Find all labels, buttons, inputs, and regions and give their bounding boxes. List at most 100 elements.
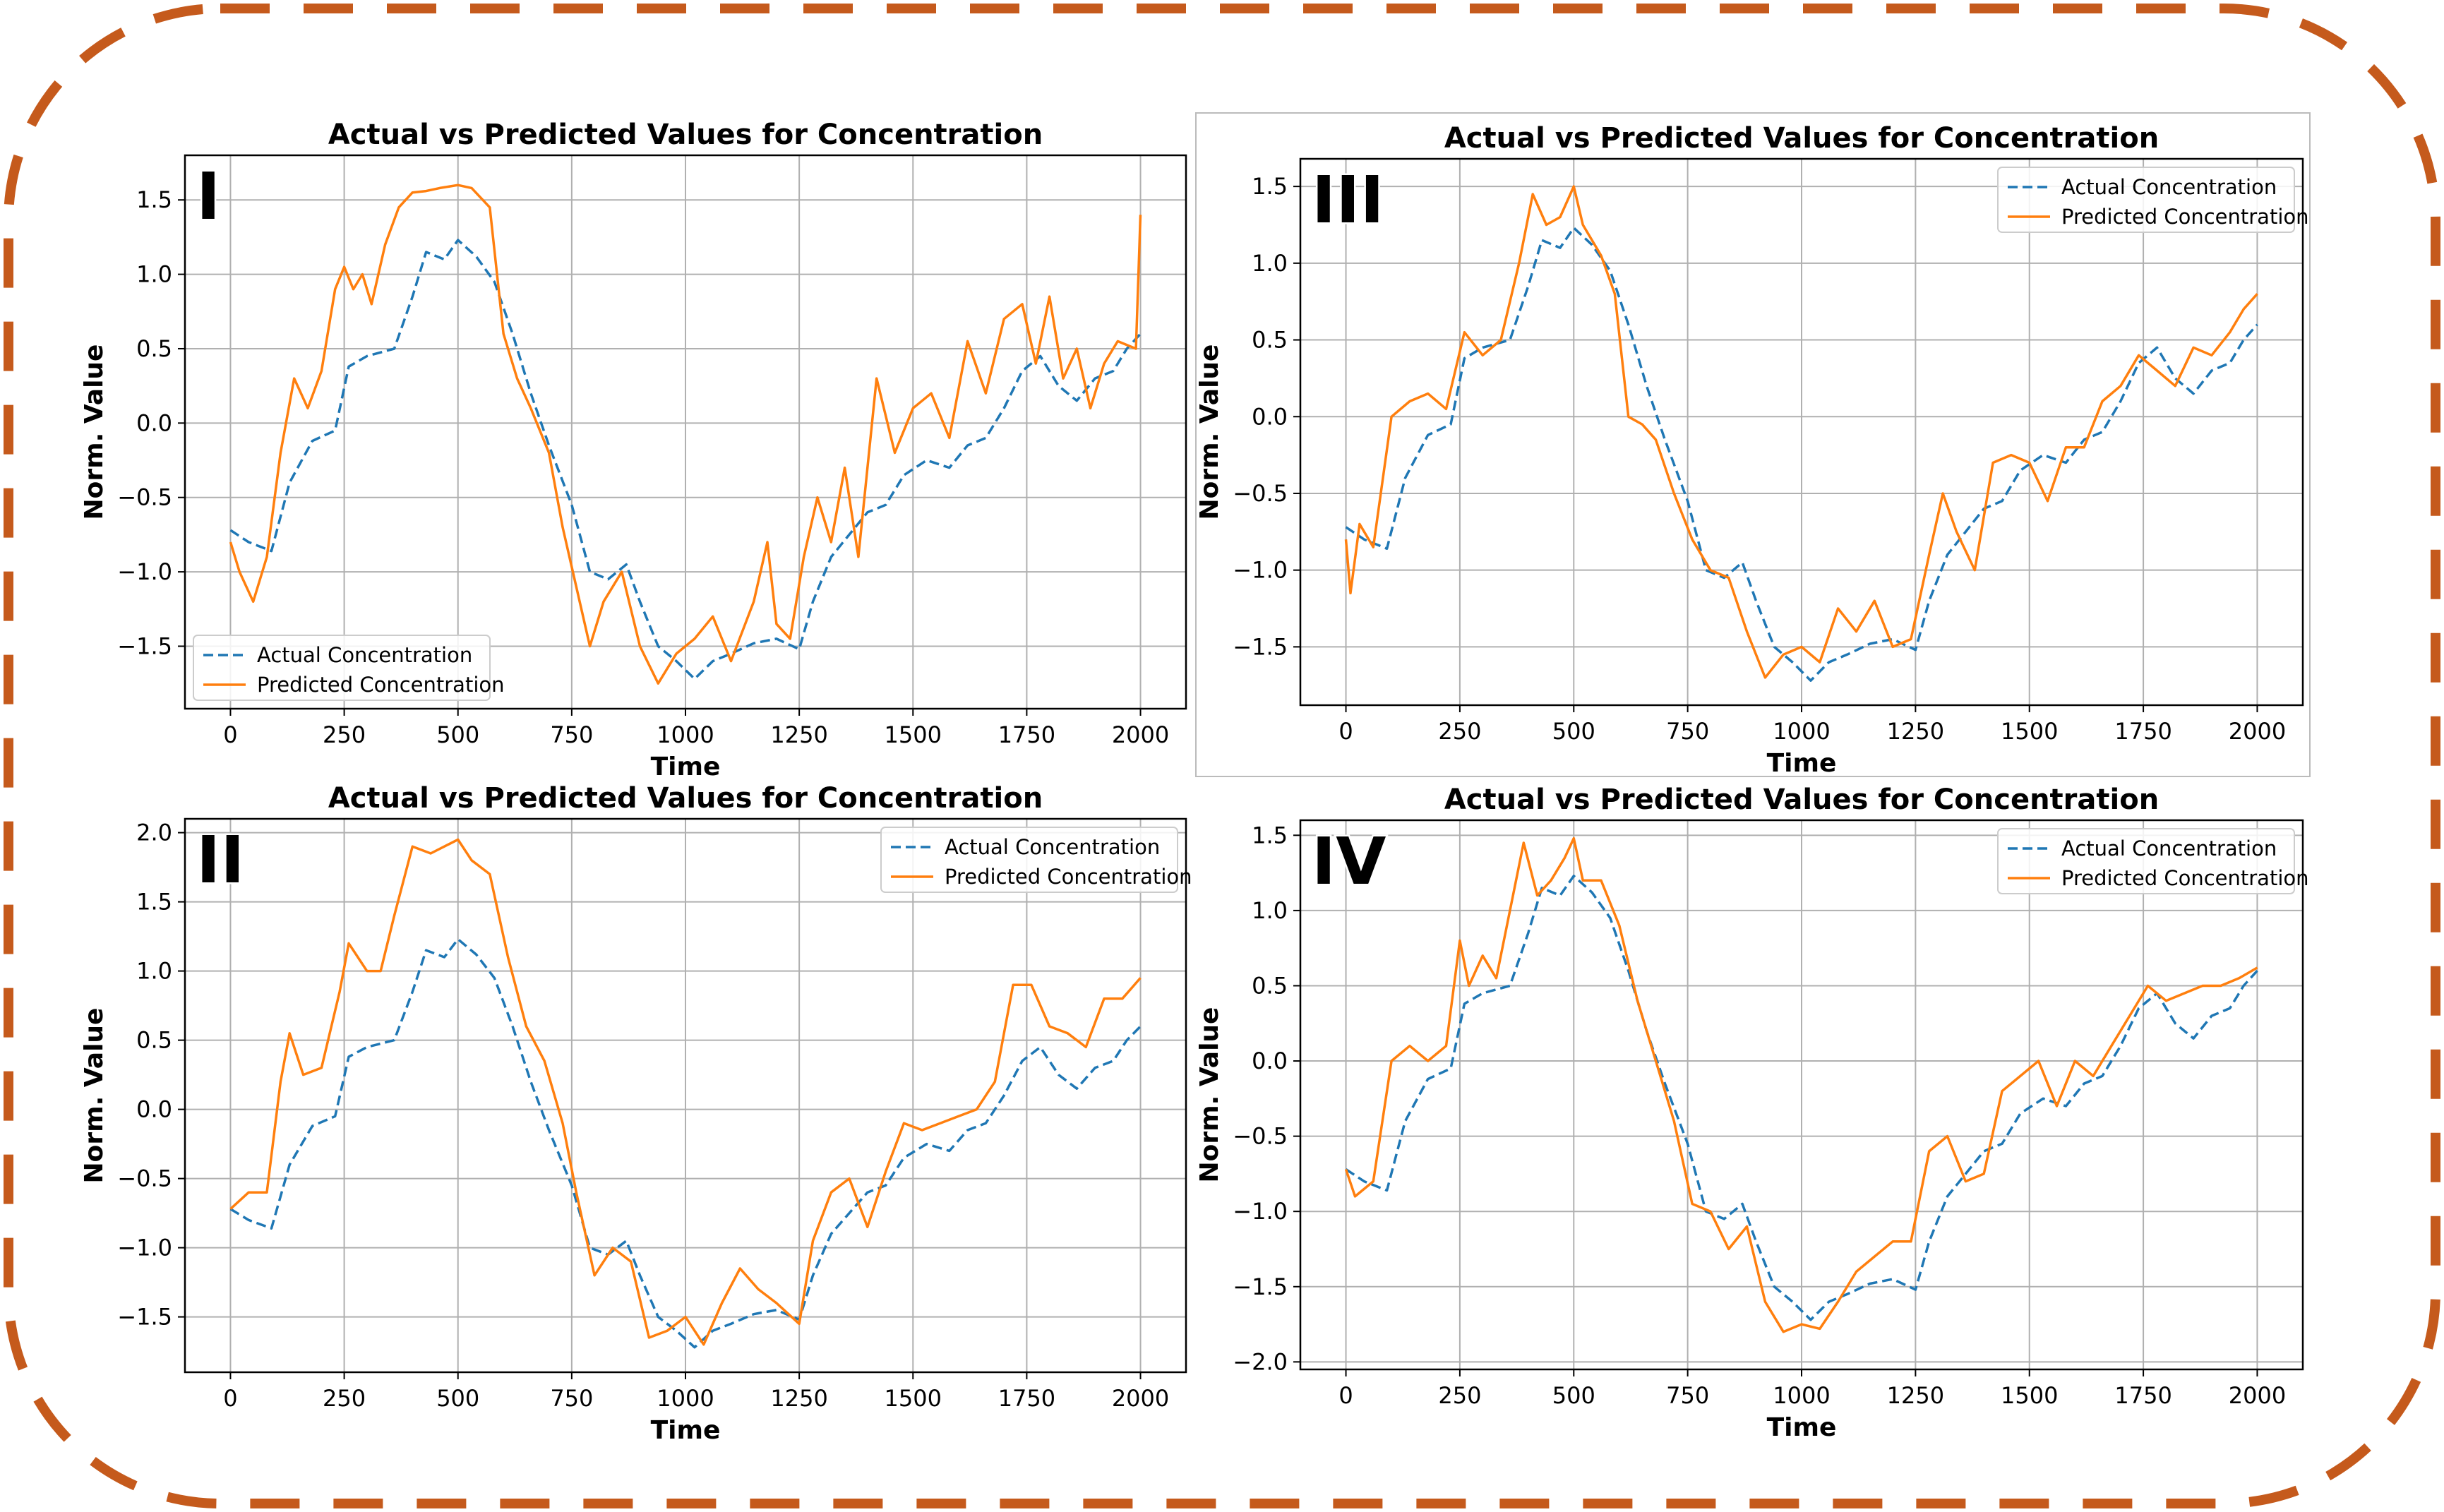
- y-tick-label: 1.5: [136, 186, 172, 213]
- chart-panel-1: 0 250 500 750 1000 1250 1500 1750 2000 −1.5 −1.0 −0…: [80, 119, 1187, 781]
- x-tick-label: 750: [1666, 1382, 1709, 1409]
- y-tick-label: −1.0: [117, 1235, 172, 1261]
- predicted-concentration-line: [1344, 185, 2258, 679]
- figure-dashed-border: [4, 4, 2440, 1508]
- y-tick-label: −0.5: [1233, 480, 1288, 507]
- x-tick-label: 1250: [1887, 718, 1944, 745]
- x-tick-label: 1750: [2114, 718, 2172, 745]
- x-tick-label: 1250: [1887, 1382, 1944, 1409]
- y-tick-label: −1.5: [117, 632, 172, 659]
- y-tick-label: 1.0: [136, 958, 172, 985]
- y-tick-label: −0.5: [117, 484, 172, 511]
- actual-concentration-line: [229, 239, 1142, 680]
- legend-entry-label: Predicted Concentration: [2061, 866, 2309, 890]
- x-tick-label: 0: [1338, 718, 1353, 745]
- legend-entry-label: Predicted Concentration: [945, 865, 1192, 889]
- legend-entry-label: Predicted Concentration: [2061, 205, 2309, 229]
- x-tick-label: 1500: [885, 721, 942, 748]
- y-tick-label: 0.5: [136, 1027, 172, 1054]
- x-axis-label: Time: [1767, 749, 1837, 778]
- panel-label-III: III: [1312, 162, 1384, 238]
- x-axis-label: Time: [651, 1416, 721, 1445]
- legend-entry-label: Actual Concentration: [257, 643, 472, 667]
- x-tick-label: 1500: [2001, 718, 2058, 745]
- legend: Actual Concentration Predicted Concentrat…: [880, 827, 1192, 893]
- y-tick-label: 1.5: [1252, 822, 1288, 848]
- x-tick-label: 500: [1552, 1382, 1595, 1409]
- y-tick-label: 0.5: [1252, 972, 1288, 999]
- x-tick-label: 1250: [770, 721, 827, 748]
- chart-title: Actual vs Predicted Values for Concentra…: [328, 119, 1043, 151]
- x-tick-label: 500: [436, 721, 479, 748]
- x-tick-label: 1750: [998, 721, 1055, 748]
- legend-entry-label: Actual Concentration: [2061, 175, 2277, 199]
- predicted-concentration-line: [1344, 836, 2258, 1333]
- y-axis-label: Norm. Value: [80, 1008, 109, 1184]
- legend-entry-label: Actual Concentration: [945, 835, 1160, 859]
- y-tick-label: 2.0: [136, 820, 172, 846]
- x-tick-label: 0: [223, 721, 237, 748]
- x-tick-label: 2000: [2229, 1382, 2286, 1409]
- y-tick-label: −1.0: [117, 558, 172, 585]
- y-tick-label: 0.5: [136, 335, 172, 362]
- x-tick-label: 2000: [2229, 718, 2286, 745]
- x-tick-label: 0: [1338, 1382, 1353, 1409]
- chart-panel-2: 0 250 500 750 1000 1250 1500 1750 2000 −1.5 −1.0 −0…: [1195, 122, 2309, 778]
- legend-entry-label: Actual Concentration: [2061, 836, 2277, 860]
- x-tick-label: 250: [323, 1385, 366, 1412]
- x-axis-label: Time: [1767, 1413, 1837, 1442]
- y-tick-label: 0.0: [1252, 403, 1288, 430]
- x-tick-label: 500: [1552, 718, 1595, 745]
- x-tick-label: 250: [1438, 718, 1481, 745]
- predicted-concentration-line: [229, 838, 1142, 1346]
- x-tick-label: 1750: [2114, 1382, 2172, 1409]
- y-tick-label: −1.5: [1233, 1273, 1288, 1300]
- legend-box: [193, 635, 491, 701]
- x-tick-label: 1500: [2001, 1382, 2058, 1409]
- y-tick-label: 1.0: [1252, 897, 1288, 924]
- legend-box: [1997, 167, 2295, 233]
- x-tick-label: 0: [223, 1385, 237, 1412]
- x-tick-label: 1000: [1773, 718, 1830, 745]
- x-tick-label: 1000: [657, 1385, 714, 1412]
- x-tick-label: 750: [1666, 718, 1709, 745]
- panel-label-I: I: [196, 159, 220, 234]
- y-tick-label: 0.5: [1252, 327, 1288, 354]
- y-tick-label: −0.5: [117, 1165, 172, 1192]
- chart-title: Actual vs Predicted Values for Concentra…: [1444, 784, 2159, 816]
- x-tick-label: 1000: [1773, 1382, 1830, 1409]
- legend: Actual Concentration Predicted Concentrat…: [1997, 828, 2309, 894]
- x-tick-label: 1000: [657, 721, 714, 748]
- y-tick-label: −1.5: [1233, 633, 1288, 660]
- chart-panel-3: 0 250 500 750 1000 1250 1500 1750 2000 −1.5 −1.0 −0…: [80, 782, 1192, 1445]
- y-tick-label: 1.5: [1252, 173, 1288, 200]
- legend: Actual Concentration Predicted Concentrat…: [1997, 167, 2309, 233]
- y-axis-label: Norm. Value: [1195, 344, 1224, 520]
- legend-box: [1997, 828, 2295, 894]
- x-tick-label: 2000: [1112, 721, 1169, 748]
- y-tick-label: −1.0: [1233, 1198, 1288, 1225]
- y-tick-label: −1.5: [117, 1304, 172, 1331]
- y-tick-label: 1.0: [1252, 250, 1288, 277]
- y-axis-label: Norm. Value: [80, 344, 109, 520]
- y-axis-label: Norm. Value: [1195, 1007, 1224, 1183]
- legend-box: [880, 827, 1178, 893]
- y-tick-label: 0.0: [136, 409, 172, 436]
- y-tick-label: −2.0: [1233, 1348, 1288, 1375]
- x-tick-label: 2000: [1112, 1385, 1169, 1412]
- x-tick-label: 250: [1438, 1382, 1481, 1409]
- actual-concentration-line: [229, 937, 1142, 1349]
- chart-title: Actual vs Predicted Values for Concentra…: [328, 782, 1043, 815]
- legend: Actual Concentration Predicted Concentrat…: [193, 635, 505, 701]
- y-tick-label: 0.0: [1252, 1048, 1288, 1074]
- panel-label-II: II: [196, 822, 244, 898]
- actual-concentration-line: [1345, 227, 2258, 682]
- predicted-concentration-line: [229, 184, 1142, 685]
- x-tick-label: 1500: [885, 1385, 942, 1412]
- y-tick-label: 0.0: [136, 1096, 172, 1123]
- chart-panel-4: 0 250 500 750 1000 1250 1500 1750 2000 −2.0 −1.5 −1…: [1195, 784, 2309, 1442]
- y-tick-label: 1.0: [136, 261, 172, 288]
- chart-title: Actual vs Predicted Values for Concentra…: [1444, 122, 2159, 155]
- x-tick-label: 1750: [998, 1385, 1055, 1412]
